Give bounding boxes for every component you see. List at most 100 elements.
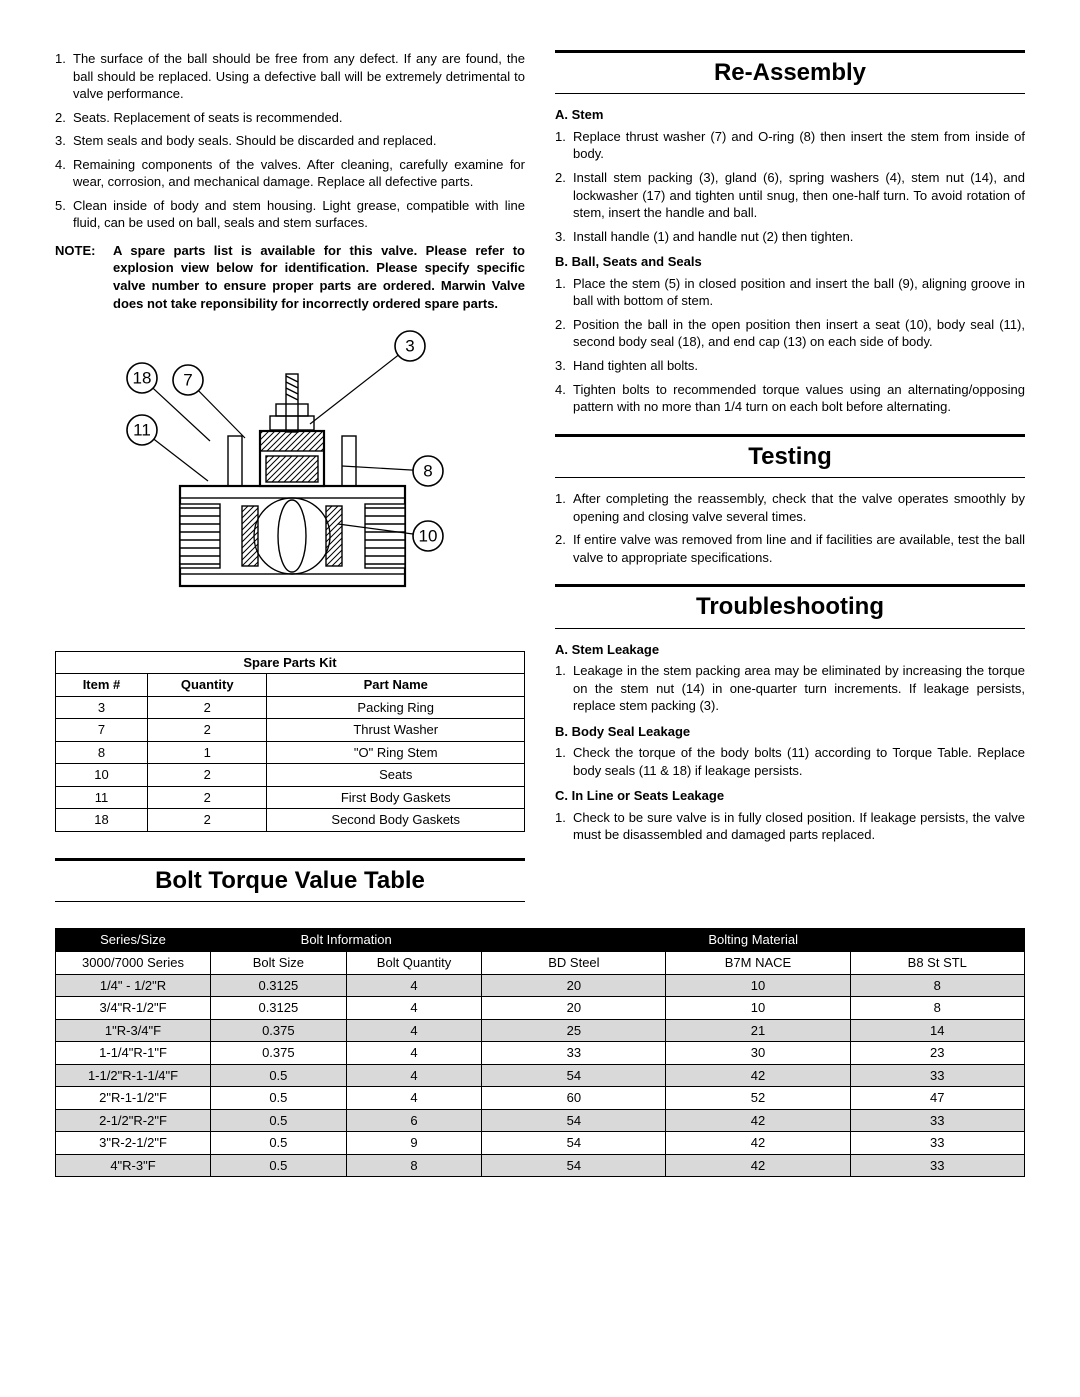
table-cell: 0.5: [211, 1154, 347, 1177]
list-item: 3.Stem seals and body seals. Should be d…: [55, 132, 525, 150]
table-row: 3/4"R-1/2"F0.3125420108: [56, 997, 1025, 1020]
table-cell: 42: [666, 1109, 850, 1132]
table-cell: Packing Ring: [267, 696, 525, 719]
left-column: 1.The surface of the ball should be free…: [55, 50, 525, 914]
callout-label: 18: [133, 369, 152, 388]
table-cell: Second Body Gaskets: [267, 809, 525, 832]
table-cell: 10: [666, 997, 850, 1020]
table-cell: 11: [56, 786, 148, 809]
table-cell: Seats: [267, 764, 525, 787]
table-cell: 4: [346, 1019, 482, 1042]
table-cell: 10: [666, 974, 850, 997]
table-cell: 33: [482, 1042, 666, 1065]
inspection-list: 1.The surface of the ball should be free…: [55, 50, 525, 232]
table-cell: 1"R-3/4"F: [56, 1019, 211, 1042]
table-cell: 2"R-1-1/2"F: [56, 1087, 211, 1110]
table-cell: 18: [56, 809, 148, 832]
list-item: 4.Tighten bolts to recommended torque va…: [555, 381, 1025, 416]
table-cell: 8: [850, 974, 1024, 997]
table-cell: 3: [56, 696, 148, 719]
list-item: 1.Leakage in the stem packing area may b…: [555, 662, 1025, 715]
callout-label: 10: [419, 527, 438, 546]
table-cell: 0.5: [211, 1064, 347, 1087]
table-cell: 30: [666, 1042, 850, 1065]
table-header-group: Series/Size: [56, 929, 211, 952]
table-cell: 33: [850, 1154, 1024, 1177]
table-cell: 0.5: [211, 1087, 347, 1110]
table-cell: 4"R-3"F: [56, 1154, 211, 1177]
table-cell: 33: [850, 1132, 1024, 1155]
table-cell: 2-1/2"R-2"F: [56, 1109, 211, 1132]
table-row: 81"O" Ring Stem: [56, 741, 525, 764]
list-item: 2.Position the ball in the open position…: [555, 316, 1025, 351]
table-cell: 7: [56, 719, 148, 742]
table-row: 72Thrust Washer: [56, 719, 525, 742]
table-cell: 14: [850, 1019, 1024, 1042]
table-row: 3"R-2-1/2"F0.59544233: [56, 1132, 1025, 1155]
table-cell: 2: [147, 719, 267, 742]
table-cell: 54: [482, 1154, 666, 1177]
table-cell: 8: [850, 997, 1024, 1020]
table-header-group: Bolting Material: [482, 929, 1025, 952]
list-item: 2.If entire valve was removed from line …: [555, 531, 1025, 566]
list-item: 3.Install handle (1) and handle nut (2) …: [555, 228, 1025, 246]
subsection-title: B. Ball, Seats and Seals: [555, 253, 1025, 271]
table-cell: 4: [346, 997, 482, 1020]
subsection-title: C. In Line or Seats Leakage: [555, 787, 1025, 805]
table-cell: 0.375: [211, 1019, 347, 1042]
table-cell: 8: [56, 741, 148, 764]
table-cell: 2: [147, 809, 267, 832]
subsection-title: B. Body Seal Leakage: [555, 723, 1025, 741]
spare-parts-table: Spare Parts Kit Item #QuantityPart Name …: [55, 651, 525, 832]
table-header: B8 St STL: [850, 951, 1024, 974]
callout-label: 11: [133, 421, 151, 440]
subsection-list: 1.Check the torque of the body bolts (11…: [555, 744, 1025, 779]
table-row: 1"R-3/4"F0.3754252114: [56, 1019, 1025, 1042]
spare-parts-note: NOTE: A spare parts list is available fo…: [55, 242, 525, 312]
table-cell: 1-1/4"R-1"F: [56, 1042, 211, 1065]
testing-list: 1.After completing the reassembly, check…: [555, 490, 1025, 566]
subsection-list: 1.Replace thrust washer (7) and O-ring (…: [555, 128, 1025, 245]
table-cell: 33: [850, 1109, 1024, 1132]
table-header: Bolt Quantity: [346, 951, 482, 974]
subsection-title: A. Stem: [555, 106, 1025, 124]
table-cell: 2: [147, 696, 267, 719]
table-cell: 1-1/2"R-1-1/4"F: [56, 1064, 211, 1087]
troubleshooting-heading: Troubleshooting: [555, 584, 1025, 628]
table-row: 2-1/2"R-2"F0.56544233: [56, 1109, 1025, 1132]
table-cell: 54: [482, 1064, 666, 1087]
table-cell: Thrust Washer: [267, 719, 525, 742]
list-item: 1.After completing the reassembly, check…: [555, 490, 1025, 525]
table-cell: 2: [147, 764, 267, 787]
list-item: 2.Seats. Replacement of seats is recomme…: [55, 109, 525, 127]
table-cell: 42: [666, 1154, 850, 1177]
table-cell: 3"R-2-1/2"F: [56, 1132, 211, 1155]
bolt-torque-heading: Bolt Torque Value Table: [55, 858, 525, 902]
table-row: 102Seats: [56, 764, 525, 787]
exploded-view-diagram: 187113810: [55, 326, 525, 641]
list-item: 1.The surface of the ball should be free…: [55, 50, 525, 103]
callout-label: 8: [423, 462, 432, 481]
table-row: 32Packing Ring: [56, 696, 525, 719]
table-cell: 1: [147, 741, 267, 764]
subsection-list: 1.Place the stem (5) in closed position …: [555, 275, 1025, 416]
table-cell: 60: [482, 1087, 666, 1110]
list-item: 2.Install stem packing (3), gland (6), s…: [555, 169, 1025, 222]
table-cell: 54: [482, 1109, 666, 1132]
list-item: 5.Clean inside of body and stem housing.…: [55, 197, 525, 232]
table-cell: 1/4" - 1/2"R: [56, 974, 211, 997]
table-cell: 10: [56, 764, 148, 787]
table-cell: 4: [346, 1064, 482, 1087]
right-column: Re-Assembly A. Stem1.Replace thrust wash…: [555, 50, 1025, 914]
testing-heading: Testing: [555, 434, 1025, 478]
table-row: 2"R-1-1/2"F0.54605247: [56, 1087, 1025, 1110]
table-cell: 6: [346, 1109, 482, 1132]
table-cell: 0.5: [211, 1109, 347, 1132]
table-cell: 0.3125: [211, 997, 347, 1020]
callout-label: 3: [405, 337, 414, 356]
table-cell: 23: [850, 1042, 1024, 1065]
table-cell: 33: [850, 1064, 1024, 1087]
table-header: Quantity: [147, 674, 267, 697]
table-header: 3000/7000 Series: [56, 951, 211, 974]
note-text: A spare parts list is available for this…: [113, 242, 525, 312]
